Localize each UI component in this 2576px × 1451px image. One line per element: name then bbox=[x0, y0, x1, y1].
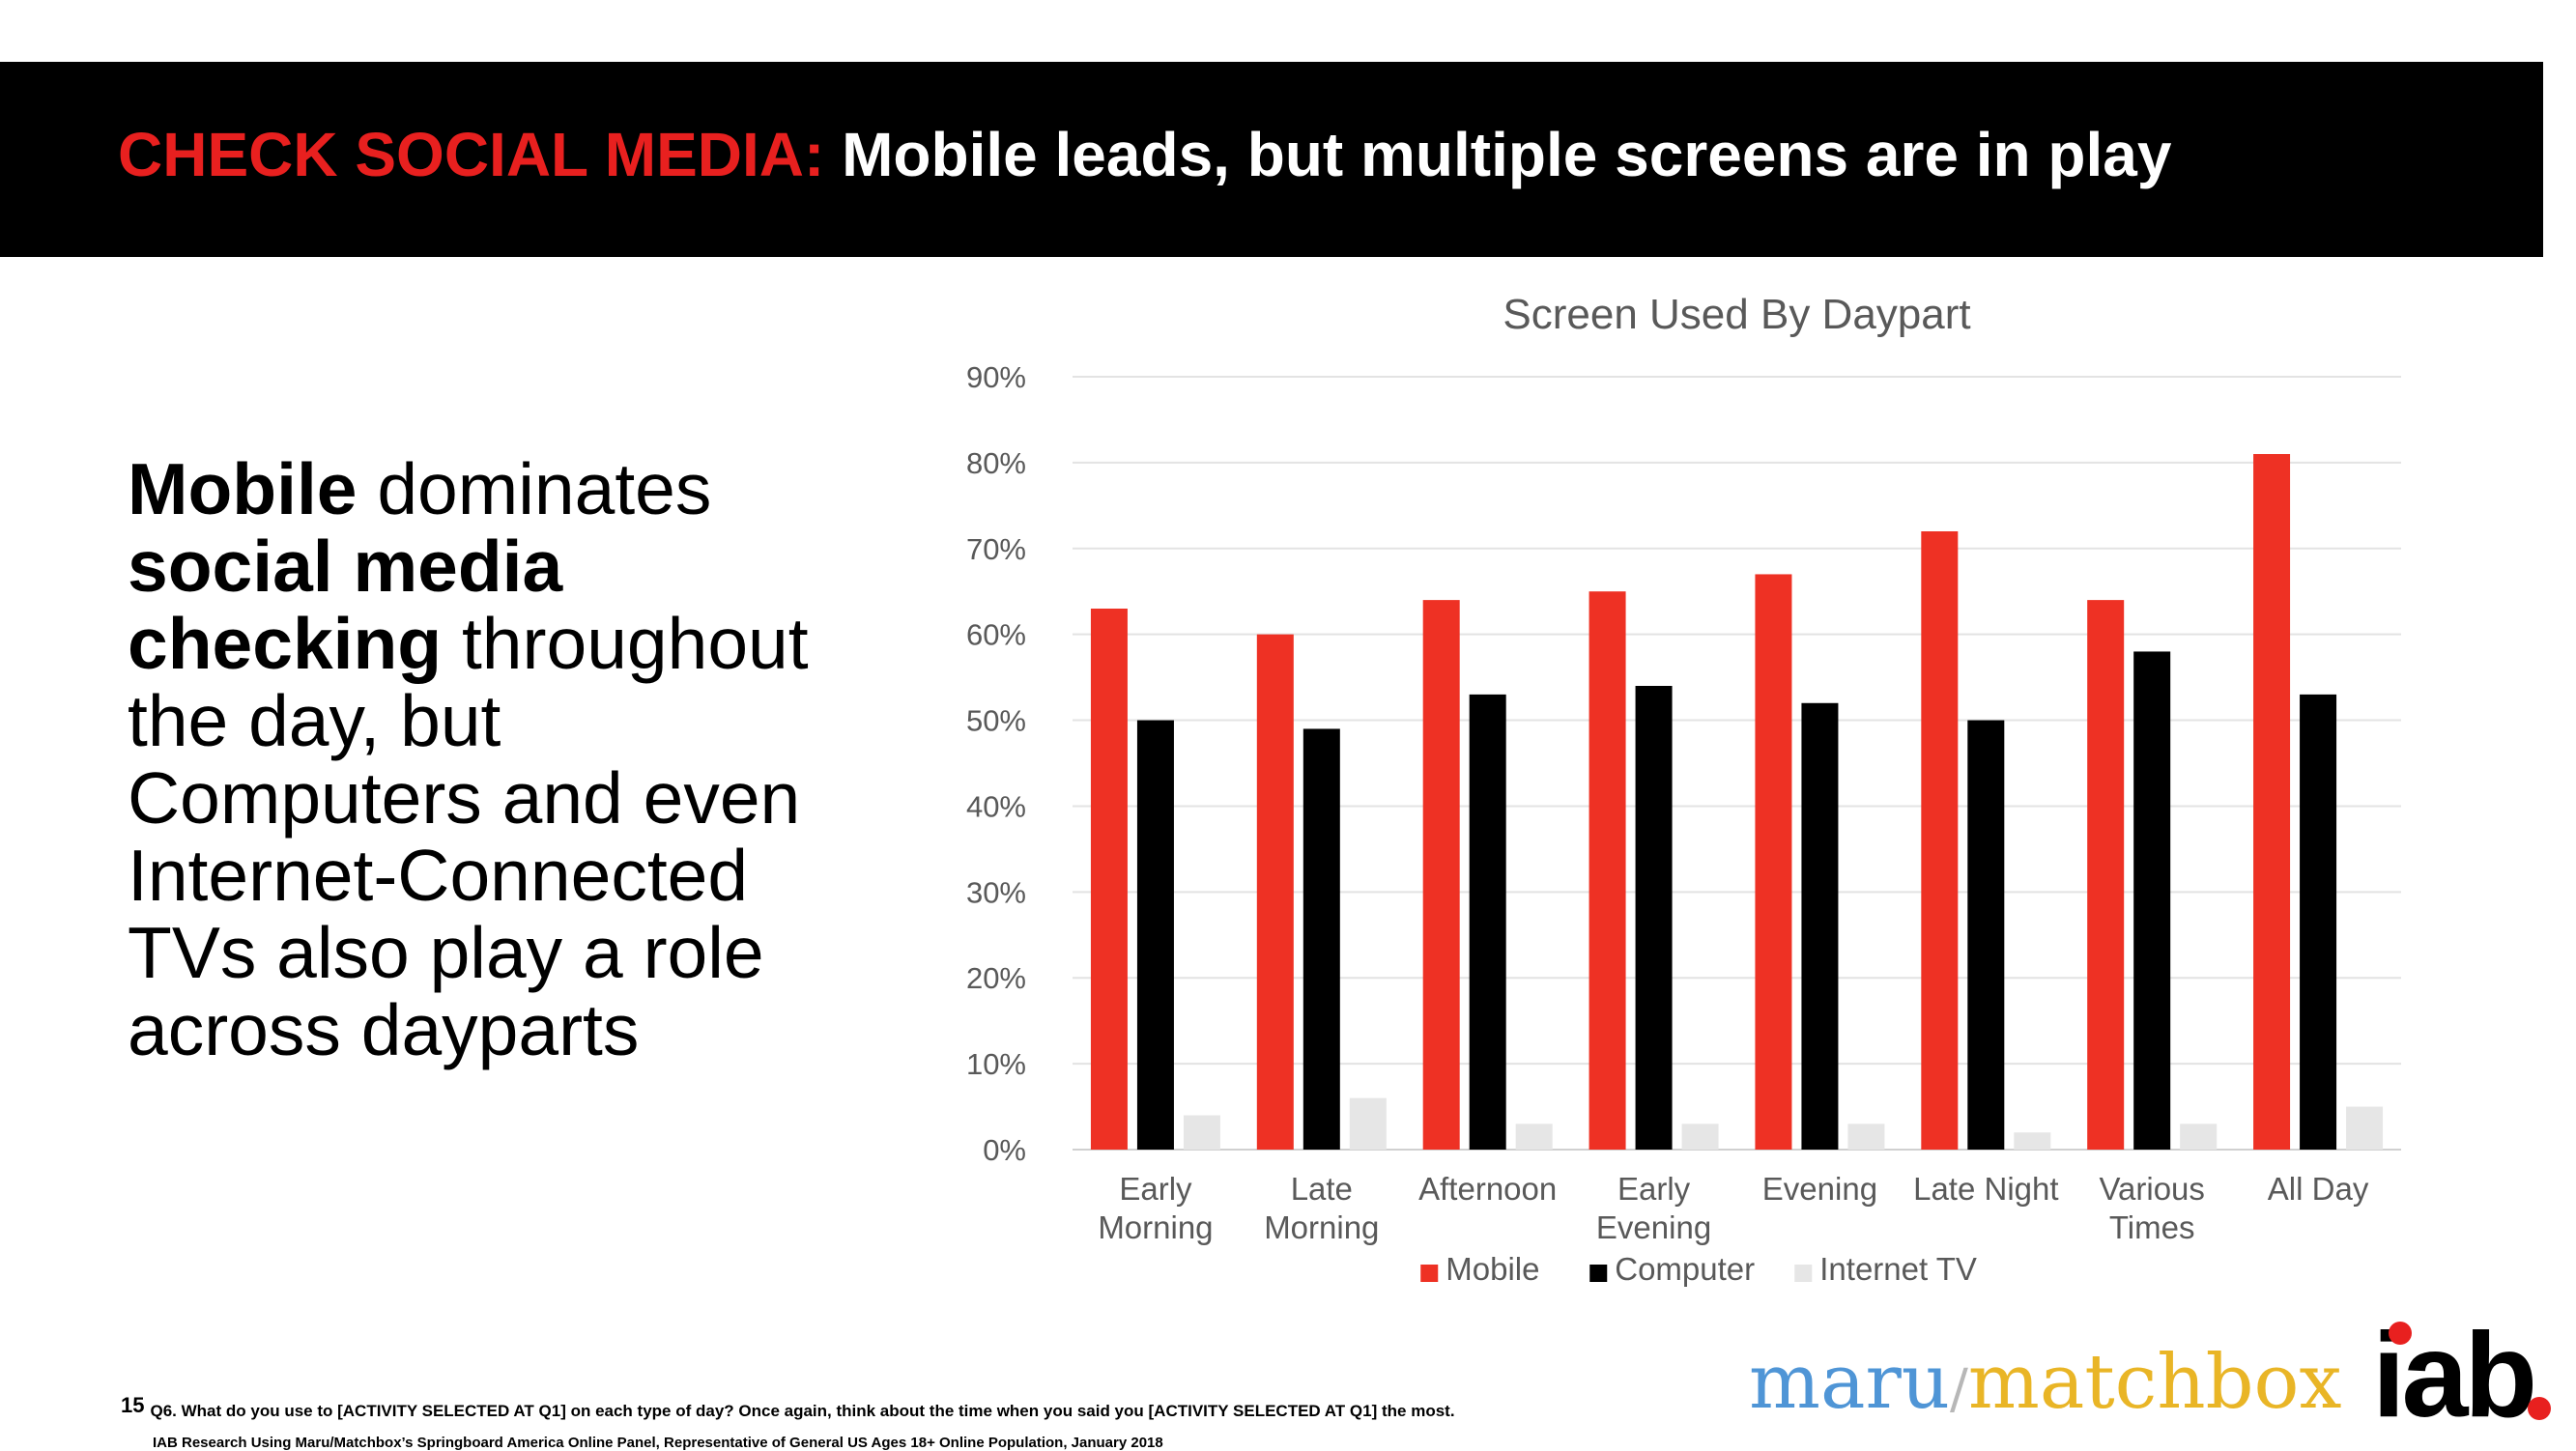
summary-bold-social: social media checking bbox=[128, 526, 563, 684]
x-tick-label: Various bbox=[2099, 1171, 2204, 1207]
y-tick-label: 30% bbox=[966, 875, 1026, 909]
footnote-text: Q6. What do you use to [ACTIVITY SELECTE… bbox=[150, 1402, 1455, 1420]
legend-label: Mobile bbox=[1445, 1251, 1539, 1287]
bar-internet-tv bbox=[1349, 1097, 1387, 1150]
bar-internet-tv bbox=[1847, 1124, 1885, 1150]
legend-swatch-computer bbox=[1589, 1265, 1608, 1282]
y-tick-label: 70% bbox=[966, 532, 1026, 566]
x-tick-label: Evening bbox=[1596, 1209, 1711, 1245]
logo-matchbox-text: matchbox bbox=[1967, 1339, 2342, 1426]
y-tick-label: 20% bbox=[966, 961, 1026, 995]
slide-title-accent: CHECK SOCIAL MEDIA: bbox=[118, 120, 825, 189]
x-tick-label: Late bbox=[1291, 1171, 1353, 1207]
y-tick-label: 40% bbox=[966, 789, 1026, 823]
bar-mobile bbox=[1589, 591, 1626, 1150]
bar-mobile bbox=[1921, 531, 1959, 1150]
y-tick-label: 90% bbox=[966, 360, 1026, 394]
logo-slash: / bbox=[1950, 1358, 1968, 1421]
bar-computer bbox=[1635, 686, 1673, 1150]
footnote: 15 Q6. What do you use to [ACTIVITY SELEC… bbox=[121, 1393, 1455, 1421]
bar-computer bbox=[2300, 694, 2337, 1150]
legend-label: Internet TV bbox=[1819, 1251, 1977, 1287]
bar-mobile bbox=[2087, 600, 2125, 1150]
bar-mobile bbox=[1256, 634, 1294, 1150]
chart-title: Screen Used By Daypart bbox=[1503, 291, 1970, 338]
bar-internet-tv bbox=[2180, 1124, 2218, 1150]
bar-internet-tv bbox=[1681, 1124, 1719, 1150]
y-tick-label: 80% bbox=[966, 446, 1026, 480]
x-tick-label: Times bbox=[2109, 1209, 2195, 1245]
bar-computer bbox=[1302, 728, 1340, 1150]
legend-swatch-mobile bbox=[1420, 1265, 1439, 1282]
summary-bold-mobile: Mobile bbox=[128, 448, 358, 529]
title-banner: CHECK SOCIAL MEDIA: Mobile leads, but mu… bbox=[0, 62, 2543, 257]
x-tick-label: Late Night bbox=[1913, 1171, 2058, 1207]
bar-computer bbox=[1136, 720, 1174, 1150]
summary-text-rest: throughout the day, but Computers and ev… bbox=[128, 603, 809, 1070]
y-tick-label: 60% bbox=[966, 618, 1026, 652]
bar-computer bbox=[1967, 720, 2005, 1150]
bar-internet-tv bbox=[2346, 1106, 2384, 1150]
slide-title: CHECK SOCIAL MEDIA: Mobile leads, but mu… bbox=[118, 118, 2171, 192]
y-tick-label: 10% bbox=[966, 1047, 1026, 1081]
x-tick-label: Early bbox=[1119, 1171, 1192, 1207]
bar-computer bbox=[2133, 651, 2171, 1150]
y-tick-label: 0% bbox=[983, 1133, 1026, 1167]
bar-computer bbox=[1801, 702, 1839, 1150]
slide-title-main: Mobile leads, but multiple screens are i… bbox=[824, 120, 2172, 189]
page-number: 15 bbox=[121, 1393, 145, 1417]
bar-internet-tv bbox=[1183, 1115, 1220, 1150]
bar-mobile bbox=[2253, 454, 2291, 1150]
iab-logo-dot bbox=[2389, 1322, 2412, 1345]
x-tick-label: Early bbox=[1617, 1171, 1691, 1207]
y-tick-label: 50% bbox=[966, 704, 1026, 738]
bar-mobile bbox=[1090, 609, 1128, 1150]
legend-label: Computer bbox=[1615, 1251, 1755, 1287]
source-note: IAB Research Using Maru/Matchbox’s Sprin… bbox=[153, 1435, 1163, 1451]
bar-mobile bbox=[1422, 600, 1460, 1150]
logo-maru-text: maru bbox=[1749, 1339, 1950, 1426]
x-tick-label: Morning bbox=[1098, 1209, 1213, 1245]
bar-mobile bbox=[1755, 574, 1792, 1150]
summary-text: Mobile dominates social media checking t… bbox=[128, 450, 862, 1068]
x-tick-label: Evening bbox=[1762, 1171, 1877, 1207]
maru-matchbox-logo: maru/matchbox bbox=[1749, 1345, 2342, 1420]
bar-internet-tv bbox=[2014, 1132, 2051, 1150]
x-tick-label: Morning bbox=[1264, 1209, 1379, 1245]
x-tick-label: All Day bbox=[2268, 1171, 2369, 1207]
legend-swatch-internet-tv bbox=[1794, 1265, 1813, 1282]
summary-text-dominates: dominates bbox=[357, 448, 712, 529]
bar-computer bbox=[1469, 694, 1506, 1150]
x-tick-label: Afternoon bbox=[1418, 1171, 1557, 1207]
iab-logo-period bbox=[2528, 1397, 2551, 1420]
bar-internet-tv bbox=[1515, 1124, 1553, 1150]
bar-chart: Screen Used By Daypart 0% 10% 20% 30% 40% 50% 6… bbox=[966, 291, 2401, 1287]
